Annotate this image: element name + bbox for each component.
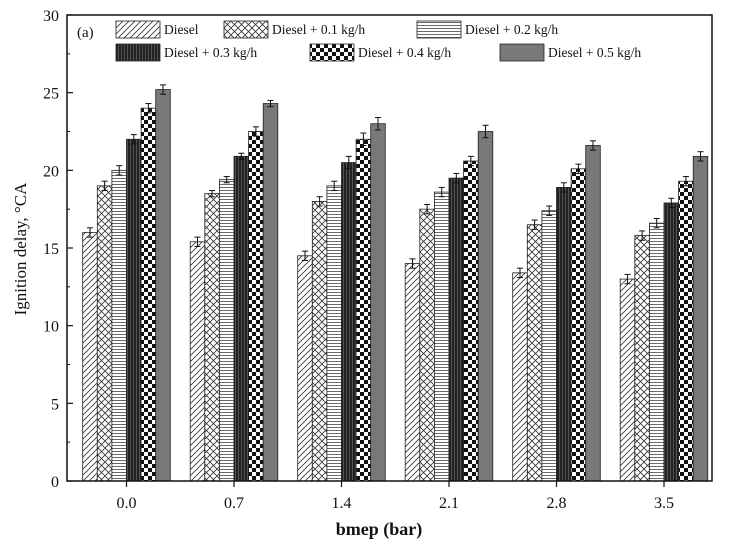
bar-2.1-series-2 [419, 208, 435, 482]
x-tick-label: 3.5 [654, 495, 674, 512]
bar-0.0-series-1 [82, 232, 98, 482]
bar-2.8-series-3 [541, 210, 557, 482]
x-tick-label: 1.4 [332, 495, 352, 512]
legend-swatch [223, 20, 269, 39]
bar-0.7-series-4 [233, 155, 250, 482]
legend: Diesel Diesel + 0.1 kg/h Diesel + 0.2 kg/h… [115, 20, 641, 62]
bar-1.4-series-1 [297, 255, 313, 482]
bar-2.1-series-1 [404, 263, 421, 482]
legend-label: Diesel + 0.4 kg/h [358, 45, 451, 60]
bar-3.5-series-2 [634, 235, 650, 482]
bar-0.0-series-3 [111, 169, 127, 482]
x-axis-title: bmep (bar) [336, 519, 423, 540]
bar-0.7-series-3 [218, 179, 235, 482]
bar-3.5-series-4 [663, 202, 680, 482]
bar-3.5-series-5 [678, 180, 694, 482]
panel-label: (a) [77, 25, 94, 41]
bar-1.4-series-3 [326, 185, 342, 482]
legend-label: Diesel + 0.3 kg/h [164, 45, 257, 60]
y-tick-label: 25 [43, 86, 59, 103]
y-tick-label: 10 [43, 319, 59, 336]
bar-2.1-series-3 [433, 191, 450, 482]
y-tick-label: 0 [51, 474, 59, 491]
bar-1.4-series-6 [370, 123, 386, 482]
bar-2.8-series-6 [585, 145, 601, 482]
bar-2.1-series-4 [448, 177, 465, 482]
bar-0.7-series-6 [262, 103, 279, 482]
legend-label: Diesel + 0.2 kg/h [465, 22, 558, 37]
legend-swatch [115, 43, 161, 62]
legend-label: Diesel + 0.5 kg/h [548, 45, 641, 60]
bar-2.1-series-5 [463, 160, 479, 482]
bar-0.0-series-4 [126, 138, 142, 482]
x-tick-label: 2.8 [547, 495, 567, 512]
bar-0.0-series-5 [140, 107, 157, 482]
bar-1.4-series-5 [355, 138, 372, 482]
plot-area: 0.0 0.7 1.4 2.1 2.8 3.5 0 5 10 15 20 25 30 [43, 8, 713, 512]
bar-0.7-series-2 [204, 193, 220, 482]
legend-label: Diesel [164, 22, 199, 37]
bar-3.5-series-1 [619, 278, 636, 482]
bar-2.8-series-4 [556, 187, 572, 482]
bar-0.7-series-1 [189, 241, 206, 482]
y-tick-label: 15 [43, 241, 59, 258]
legend-label: Diesel + 0.1 kg/h [272, 22, 365, 37]
bar-3.5-series-6 [692, 155, 709, 482]
bar-2.8-series-5 [570, 168, 587, 482]
bar-3.5-series-3 [649, 222, 665, 482]
bar-0.0-series-6 [155, 89, 171, 482]
bar-0.0-series-2 [96, 185, 113, 482]
bar-2.8-series-1 [512, 272, 528, 482]
legend-swatch [115, 20, 161, 39]
legend-swatch [499, 43, 545, 62]
y-tick-label: 20 [43, 163, 59, 180]
x-tick-label: 2.1 [439, 495, 459, 512]
bar-1.4-series-4 [341, 162, 357, 482]
y-tick-label: 30 [43, 8, 59, 25]
y-tick-label: 5 [51, 396, 59, 413]
bar-1.4-series-2 [311, 200, 328, 482]
legend-swatch [416, 20, 462, 39]
x-tick-label: 0.7 [224, 495, 244, 512]
bar-0.7-series-5 [248, 131, 264, 482]
y-axis-title: Ignition delay, °CA [11, 182, 30, 315]
bar-2.8-series-2 [526, 224, 543, 482]
bar-2.1-series-6 [477, 131, 494, 482]
x-tick-label: 0.0 [117, 495, 137, 512]
legend-swatch [309, 43, 355, 62]
